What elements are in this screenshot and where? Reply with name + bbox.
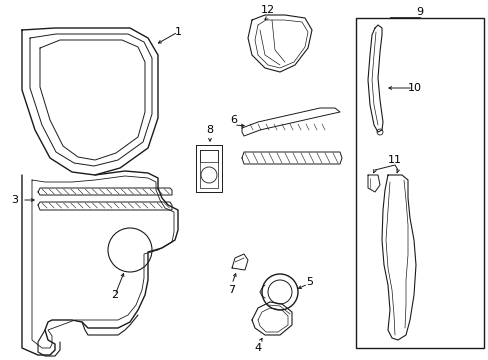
- Text: 7: 7: [228, 285, 235, 295]
- Bar: [355, 18, 483, 348]
- Text: 4: 4: [254, 343, 261, 353]
- Text: 2: 2: [111, 290, 118, 300]
- Text: 9: 9: [416, 7, 423, 17]
- Text: 3: 3: [12, 195, 19, 205]
- Text: 8: 8: [206, 125, 213, 135]
- Text: 5: 5: [306, 277, 313, 287]
- Text: 1: 1: [174, 27, 181, 37]
- Text: 12: 12: [261, 5, 274, 15]
- Text: 10: 10: [407, 83, 421, 93]
- Text: 6: 6: [230, 115, 237, 125]
- Text: 11: 11: [387, 155, 401, 165]
